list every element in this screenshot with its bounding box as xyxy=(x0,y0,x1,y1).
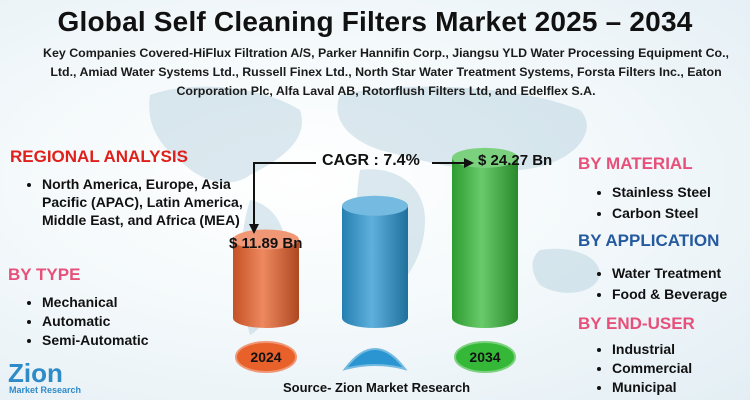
chart-title: Global Self Cleaning Filters Market 2025… xyxy=(57,6,693,37)
zion-logo-subtext: Market Research xyxy=(9,385,81,395)
arrowhead-down xyxy=(249,224,259,234)
material-list: Stainless Steel Carbon Steel xyxy=(592,182,711,224)
category-base-2034 xyxy=(454,341,516,373)
category-base-middle xyxy=(342,348,408,371)
map-oceania xyxy=(532,248,600,293)
application-item-food-beverage: Food & Beverage xyxy=(612,284,727,305)
end-user-list: Industrial Commercial Municipal xyxy=(592,340,692,397)
regional-item: North America, Europe, Asia Pacific (APA… xyxy=(42,175,252,229)
regional-analysis-heading: REGIONAL ANALYSIS xyxy=(10,147,188,166)
category-label-2034: 2034 xyxy=(469,349,500,365)
by-application-heading: BY APPLICATION xyxy=(578,231,720,250)
material-item-carbon-steel: Carbon Steel xyxy=(612,203,711,224)
end-user-item-industrial: Industrial xyxy=(612,340,692,359)
category-base-2024 xyxy=(235,341,297,373)
application-list: Water Treatment Food & Beverage xyxy=(592,263,727,305)
type-item-semi-automatic: Semi-Automatic xyxy=(42,331,149,350)
value-label-2034: $ 24.27 Bn xyxy=(478,152,553,169)
type-item-automatic: Automatic xyxy=(42,312,149,331)
zion-logo-mark: Zion Market Research xyxy=(8,358,81,395)
by-material-heading: BY MATERIAL xyxy=(578,154,693,173)
type-item-mechanical: Mechanical xyxy=(42,293,149,312)
map-europe-asia xyxy=(337,86,587,171)
connector-line-1 xyxy=(253,162,316,228)
bar-2024 xyxy=(233,239,299,328)
value-label-2024: $ 11.89 Bn xyxy=(229,235,303,252)
zion-logo: Zion Market Research xyxy=(6,356,101,400)
source-text: Source- Zion Market Research xyxy=(283,380,471,395)
end-user-item-commercial: Commercial xyxy=(612,359,692,378)
by-type-heading: BY TYPE xyxy=(8,265,81,284)
category-label-2024: 2024 xyxy=(250,349,281,365)
type-list: Mechanical Automatic Semi-Automatic xyxy=(22,293,149,350)
cagr-label: CAGR : 7.4% xyxy=(322,152,420,169)
bar-middle xyxy=(342,205,408,328)
end-user-item-municipal: Municipal xyxy=(612,378,692,397)
zion-logo-text: Zion xyxy=(8,358,63,388)
key-companies-text: Key Companies Covered-HiFlux Filtration … xyxy=(43,46,729,98)
arrowhead-right xyxy=(464,158,474,168)
regional-list: North America, Europe, Asia Pacific (APA… xyxy=(22,175,252,229)
bar-2034 xyxy=(452,157,518,328)
application-item-water-treatment: Water Treatment xyxy=(612,263,727,284)
material-item-stainless-steel: Stainless Steel xyxy=(612,182,711,203)
map-north-america xyxy=(149,86,302,183)
by-end-user-heading: BY END-USER xyxy=(578,314,695,333)
bar-top-2024 xyxy=(233,229,299,250)
bar-top-middle xyxy=(342,195,408,216)
